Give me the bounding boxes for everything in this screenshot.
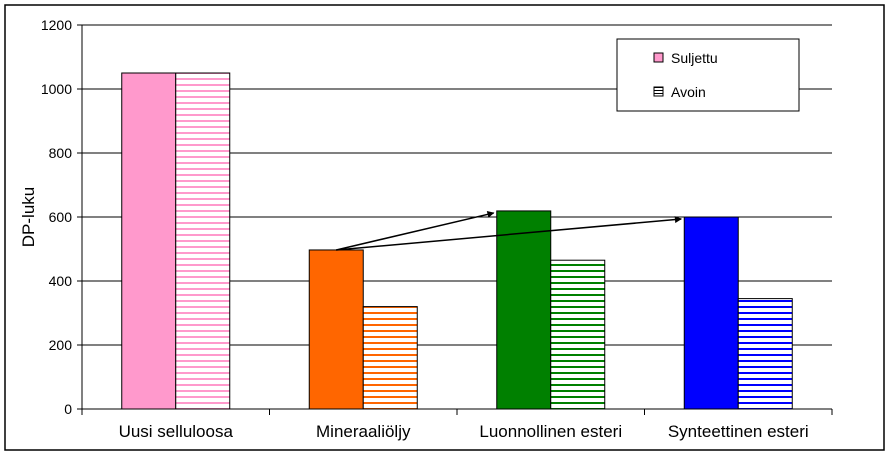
legend: Suljettu Avoin bbox=[616, 38, 800, 112]
y-tick-label: 400 bbox=[49, 273, 73, 289]
bar-uusi-selluloosa-avoin bbox=[175, 72, 231, 410]
annotations bbox=[336, 210, 682, 251]
x-tick-label: Uusi selluloosa bbox=[119, 422, 234, 441]
annotation-arrow bbox=[336, 210, 495, 251]
annotation-arrow bbox=[336, 216, 682, 251]
x-tick-label: Mineraaliöljy bbox=[316, 422, 411, 441]
x-tick-label: Synteettinen esteri bbox=[668, 422, 809, 441]
y-tick-label: 800 bbox=[49, 145, 73, 161]
y-tick-label: 200 bbox=[49, 337, 73, 353]
legend-label-suljettu: Suljettu bbox=[671, 50, 718, 66]
bar-mineraalioljy-avoin bbox=[362, 306, 418, 410]
legend-swatch-avoin bbox=[653, 86, 664, 97]
y-tick-label: 0 bbox=[64, 401, 72, 417]
bar-luonnollinen-esteri-avoin bbox=[550, 259, 606, 410]
bar-luonnollinen-esteri-suljettu bbox=[496, 210, 552, 410]
bar-synteettinen-esteri-avoin bbox=[737, 298, 793, 410]
x-tick-label: Luonnollinen esteri bbox=[479, 422, 622, 441]
legend-swatch-suljettu bbox=[653, 52, 664, 63]
bar-uusi-selluloosa-suljettu bbox=[121, 72, 177, 410]
axes: 0 200 400 600 800 1000 1200 Uusi selluloosa Mine… bbox=[41, 17, 833, 441]
bar-mineraalioljy-suljettu bbox=[308, 249, 364, 410]
y-tick-label: 1000 bbox=[41, 81, 72, 97]
legend-box bbox=[616, 38, 800, 112]
y-tick-label: 600 bbox=[49, 209, 73, 225]
y-tick-label: 1200 bbox=[41, 17, 72, 33]
y-axis-label: DP-luku bbox=[19, 187, 38, 247]
legend-label-avoin: Avoin bbox=[671, 84, 706, 100]
bar-synteettinen-esteri-suljettu bbox=[683, 216, 739, 410]
